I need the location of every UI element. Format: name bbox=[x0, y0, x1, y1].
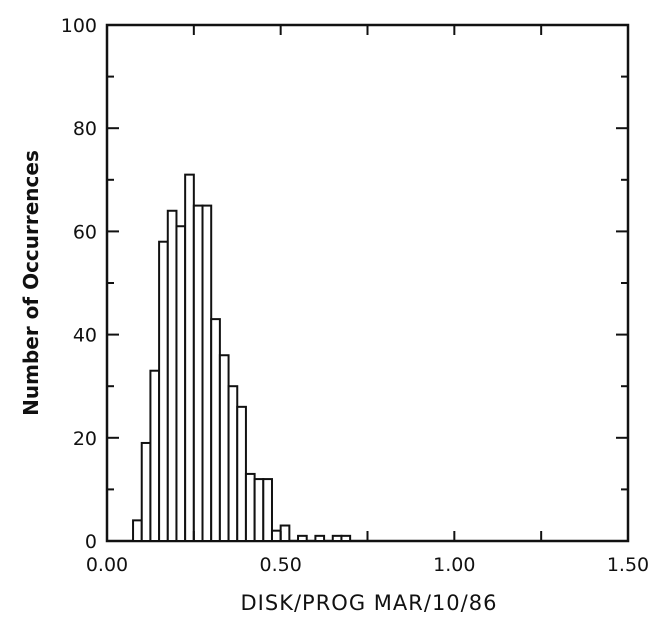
x-axis-title: DISK/PROG MAR/10/86 bbox=[241, 591, 498, 615]
histogram-bar bbox=[297, 534, 308, 543]
histogram-bar bbox=[175, 225, 187, 543]
histogram-bar bbox=[184, 173, 195, 542]
histogram-bar bbox=[210, 318, 221, 542]
y-tick-label: 60 bbox=[73, 221, 97, 243]
histogram-bar bbox=[314, 534, 326, 543]
histogram-bar bbox=[192, 204, 204, 542]
histogram-bar bbox=[331, 534, 343, 543]
x-tick-label: 1.00 bbox=[433, 554, 475, 576]
x-tick-label: 1.50 bbox=[607, 554, 649, 576]
histogram-bar bbox=[227, 385, 239, 543]
histogram-bar bbox=[132, 519, 143, 542]
histogram-bar bbox=[158, 240, 169, 542]
y-tick-label: 20 bbox=[73, 428, 97, 450]
histogram-bar bbox=[218, 354, 230, 542]
y-tick-label: 80 bbox=[73, 118, 97, 140]
histogram-bar bbox=[270, 529, 282, 542]
y-axis-title: Number of Occurrences bbox=[19, 150, 43, 416]
histogram-bar bbox=[262, 478, 273, 542]
histogram-bar bbox=[201, 204, 213, 542]
y-tick-label: 40 bbox=[73, 325, 97, 347]
x-tick-label: 0.00 bbox=[86, 554, 128, 576]
histogram-bar bbox=[253, 478, 265, 542]
y-tick-label: 0 bbox=[85, 531, 97, 553]
x-tick-label: 0.50 bbox=[260, 554, 302, 576]
histogram-bar bbox=[166, 209, 178, 542]
x-axis-ticks: 0.00 0.50 1.00 1.50 bbox=[86, 25, 649, 576]
bars-group bbox=[132, 173, 352, 543]
y-axis-ticks: 0 20 40 60 80 100 bbox=[61, 15, 628, 553]
y-tick-label: 100 bbox=[61, 15, 97, 37]
histogram-bar bbox=[236, 405, 247, 542]
histogram-bar bbox=[279, 524, 291, 543]
histogram-bar bbox=[244, 472, 256, 543]
histogram-bar bbox=[340, 534, 352, 543]
histogram-bar bbox=[149, 369, 161, 542]
histogram-bar bbox=[140, 441, 152, 542]
